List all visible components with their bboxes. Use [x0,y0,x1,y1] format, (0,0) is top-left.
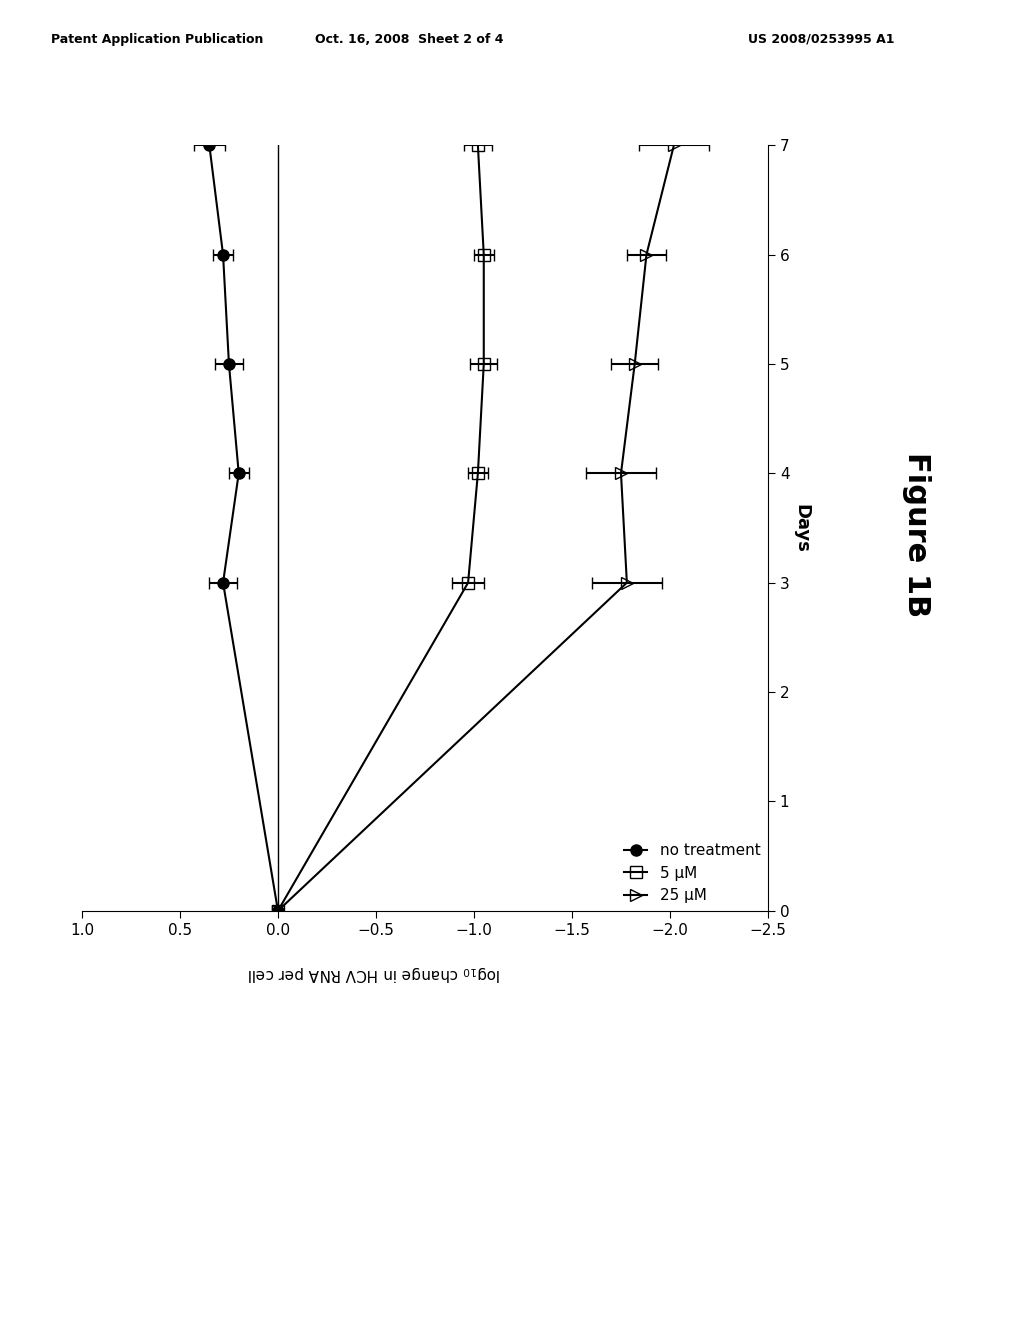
Text: Oct. 16, 2008  Sheet 2 of 4: Oct. 16, 2008 Sheet 2 of 4 [315,33,504,46]
Text: log$_{10}$ change in HCV RNA per cell: log$_{10}$ change in HCV RNA per cell [247,964,501,982]
Text: Figure 1B: Figure 1B [902,451,931,618]
Text: Patent Application Publication: Patent Application Publication [51,33,263,46]
Text: US 2008/0253995 A1: US 2008/0253995 A1 [748,33,894,46]
Y-axis label: Days: Days [793,503,810,553]
Legend: no treatment, 5 μM, 25 μM: no treatment, 5 μM, 25 μM [625,843,761,903]
